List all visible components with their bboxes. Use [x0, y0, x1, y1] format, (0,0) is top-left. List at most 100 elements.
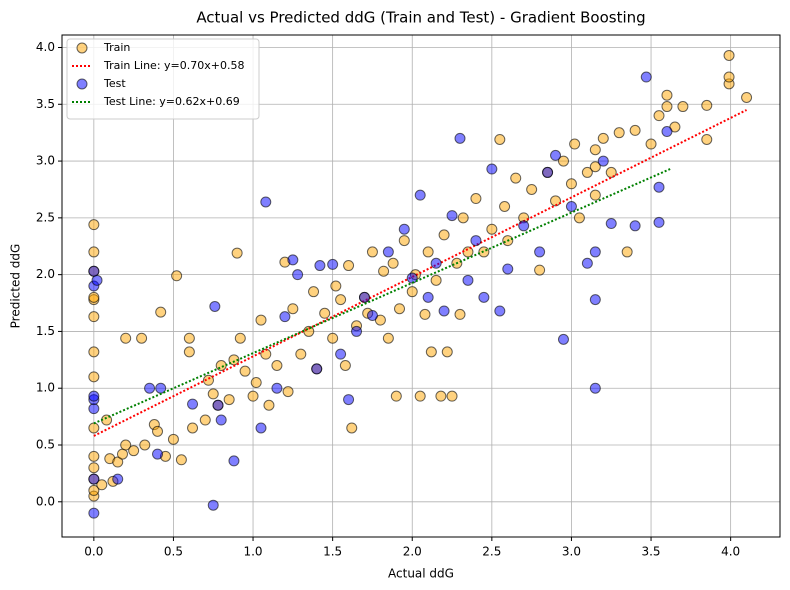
y-tick-label: 0.0 [36, 494, 55, 508]
point [136, 332, 148, 344]
point [88, 507, 100, 519]
point [327, 258, 339, 270]
point [422, 246, 434, 258]
point [139, 439, 151, 451]
point [534, 264, 546, 276]
point [661, 101, 673, 113]
x-tick-label: 2.5 [482, 545, 501, 559]
x-tick-label: 0.5 [164, 545, 183, 559]
point [311, 363, 323, 375]
point [112, 456, 124, 468]
point [486, 163, 498, 175]
point [414, 189, 426, 201]
point [569, 138, 581, 150]
point [741, 91, 753, 103]
point [422, 291, 434, 303]
fit-line [93, 168, 671, 425]
y-tick-label: 3.0 [36, 154, 55, 168]
x-tick-label: 1.0 [243, 545, 262, 559]
point [199, 414, 211, 426]
point [589, 294, 601, 306]
point [589, 161, 601, 173]
point [88, 422, 100, 434]
point [183, 332, 195, 344]
point [621, 246, 633, 258]
point [255, 422, 267, 434]
point [378, 265, 390, 277]
point [430, 257, 442, 269]
point [438, 229, 450, 241]
point [223, 394, 235, 406]
point [88, 450, 100, 462]
point [597, 155, 609, 167]
point [470, 235, 482, 247]
legend-box [66, 38, 260, 120]
point [565, 178, 577, 190]
x-tick-label: 4.0 [721, 545, 740, 559]
point [88, 371, 100, 383]
point [287, 254, 299, 266]
point [343, 394, 355, 406]
point [441, 346, 453, 358]
point [287, 303, 299, 315]
point [398, 223, 410, 235]
point [486, 223, 498, 235]
point [565, 200, 577, 212]
point [661, 126, 673, 138]
point [308, 286, 320, 298]
point [510, 172, 522, 184]
point [175, 454, 187, 466]
point [640, 71, 652, 83]
point [88, 291, 100, 303]
point [187, 422, 199, 434]
point [120, 332, 132, 344]
point [629, 124, 641, 136]
x-tick-label: 0.0 [84, 545, 103, 559]
point [605, 166, 617, 178]
legend-marker [76, 42, 88, 54]
point [88, 311, 100, 323]
point [207, 499, 219, 511]
point [394, 303, 406, 315]
point [335, 294, 347, 306]
point [228, 354, 240, 366]
point [457, 212, 469, 224]
point [319, 307, 331, 319]
point [128, 445, 140, 457]
point [550, 149, 562, 161]
y-tick-label: 3.5 [36, 97, 55, 111]
point [260, 196, 272, 208]
point [120, 439, 132, 451]
point [470, 193, 482, 205]
point [234, 332, 246, 344]
point [183, 346, 195, 358]
point [212, 399, 224, 411]
point [171, 270, 183, 282]
point [96, 479, 108, 491]
point [335, 348, 347, 360]
point [292, 269, 304, 281]
point [202, 374, 214, 386]
point [446, 390, 458, 402]
y-tick-label: 2.5 [36, 210, 55, 224]
point [209, 300, 221, 312]
point [152, 448, 164, 460]
point [343, 260, 355, 272]
point [295, 348, 307, 360]
point [260, 348, 272, 360]
point [653, 181, 665, 193]
point [581, 166, 593, 178]
plot-frame [61, 34, 781, 538]
point [494, 305, 506, 317]
point [542, 166, 554, 178]
point [358, 291, 370, 303]
x-axis-label: Actual ddG [388, 567, 454, 581]
point [88, 473, 100, 485]
point [605, 218, 617, 230]
point [339, 360, 351, 372]
point [314, 260, 326, 272]
point [88, 462, 100, 474]
point [112, 473, 124, 485]
point [573, 212, 585, 224]
